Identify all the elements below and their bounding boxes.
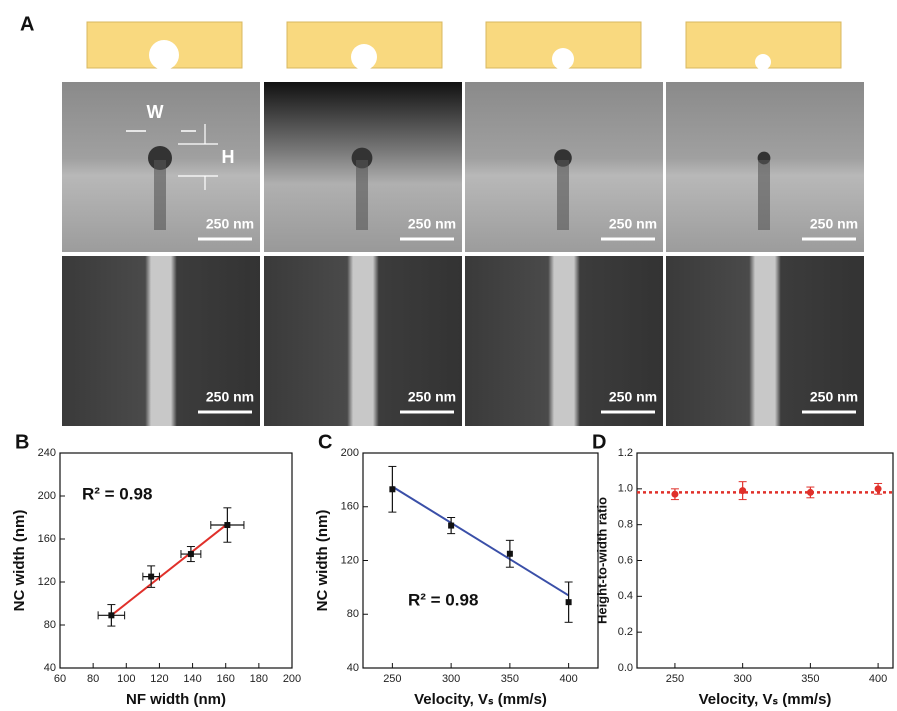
x-tick-label: 400: [869, 673, 887, 685]
x-tick-label: 180: [250, 673, 268, 685]
scale-bar-label: 250 nm: [609, 216, 657, 232]
y-tick-label: 160: [341, 501, 359, 513]
sem-top-view: [666, 256, 864, 426]
schematic-hole: [149, 40, 179, 70]
x-tick-label: 300: [442, 673, 460, 685]
y-tick-label: 1.0: [618, 483, 633, 495]
plot-frame: [59, 452, 293, 669]
x-tick-label: 250: [383, 673, 401, 685]
y-tick-label: 80: [347, 608, 359, 620]
plot-frame: [636, 452, 894, 669]
y-axis-label: NC width (nm): [314, 510, 331, 612]
data-point: [565, 599, 572, 606]
panel-label: B: [15, 431, 29, 453]
y-tick-label: 240: [38, 447, 56, 459]
sem-channel-tail: [557, 160, 569, 230]
sem-top-view: [62, 256, 260, 426]
sem-top-view: [264, 256, 462, 426]
data-point: [739, 487, 747, 495]
scale-bar-label: 250 nm: [408, 389, 456, 405]
y-tick-label: 0.2: [618, 626, 633, 638]
scale-bar-label: 250 nm: [206, 216, 254, 232]
data-point: [389, 486, 396, 493]
x-axis-label: Velocity, Vₛ (mm/s): [414, 691, 547, 708]
y-tick-label: 0.0: [618, 662, 633, 674]
scale-bar-label: 250 nm: [408, 216, 456, 232]
x-tick-label: 120: [150, 673, 168, 685]
x-tick-label: 350: [801, 673, 819, 685]
x-tick-label: 160: [217, 673, 235, 685]
data-point: [224, 522, 231, 529]
x-tick-label: 300: [733, 673, 751, 685]
panel-label: A: [20, 13, 34, 35]
y-axis-label: NC width (nm): [11, 510, 28, 612]
sem-channel-tail: [758, 160, 770, 230]
y-tick-label: 120: [38, 576, 56, 588]
scale-bar-label: 250 nm: [206, 389, 254, 405]
data-point: [108, 612, 115, 619]
x-tick-label: 80: [87, 673, 99, 685]
panel-label: C: [318, 431, 332, 453]
y-tick-label: 0.4: [618, 590, 633, 602]
schematic-hole: [351, 44, 377, 70]
x-tick-label: 100: [117, 673, 135, 685]
sem-top-view: [465, 256, 663, 426]
data-point: [506, 550, 513, 557]
scale-bar-label: 250 nm: [810, 389, 858, 405]
y-tick-label: 40: [347, 662, 359, 674]
fit-line: [391, 485, 570, 597]
data-point: [671, 490, 679, 498]
y-tick-label: 200: [341, 447, 359, 459]
data-point: [187, 551, 194, 558]
x-tick-label: 400: [559, 673, 577, 685]
scale-bar-label: 250 nm: [810, 216, 858, 232]
data-point: [448, 522, 455, 529]
y-axis-label: Height-to-width ratio: [594, 497, 609, 624]
h-label: H: [222, 147, 235, 167]
sem-channel-tail: [154, 160, 166, 230]
x-axis-label: Velocity, Vₛ (mm/s): [699, 691, 832, 708]
x-tick-label: 60: [54, 673, 66, 685]
x-axis-label: NF width (nm): [126, 691, 226, 708]
x-tick-label: 140: [183, 673, 201, 685]
y-tick-label: 200: [38, 490, 56, 502]
data-point: [806, 488, 814, 496]
plot-frame: [362, 452, 599, 669]
schematic-hole: [755, 54, 771, 70]
x-tick-label: 250: [666, 673, 684, 685]
x-tick-label: 350: [501, 673, 519, 685]
w-label: W: [147, 102, 164, 122]
y-tick-label: 0.8: [618, 519, 633, 531]
y-tick-label: 80: [44, 619, 56, 631]
y-tick-label: 1.2: [618, 447, 633, 459]
panel-a: 250 nm 250 nm 250 nm 250 nm 250 nm 250 nm 250 …: [62, 21, 864, 426]
sem-channel-tail: [356, 160, 368, 230]
schematic-hole: [552, 48, 574, 70]
scale-bar-label: 250 nm: [609, 389, 657, 405]
x-tick-label: 200: [283, 673, 301, 685]
y-tick-label: 40: [44, 662, 56, 674]
y-tick-label: 0.6: [618, 554, 633, 566]
fit-line: [110, 523, 228, 617]
annotation: R² = 0.98: [82, 484, 152, 503]
data-point: [148, 573, 155, 580]
y-tick-label: 160: [38, 533, 56, 545]
y-tick-label: 120: [341, 554, 359, 566]
charts: B 40 80 120 160 200 240 60 80 100 120 140 160 180 200 N…: [11, 431, 894, 708]
data-point: [874, 485, 882, 493]
panel-label: D: [592, 431, 606, 453]
annotation: R² = 0.98: [408, 590, 478, 609]
